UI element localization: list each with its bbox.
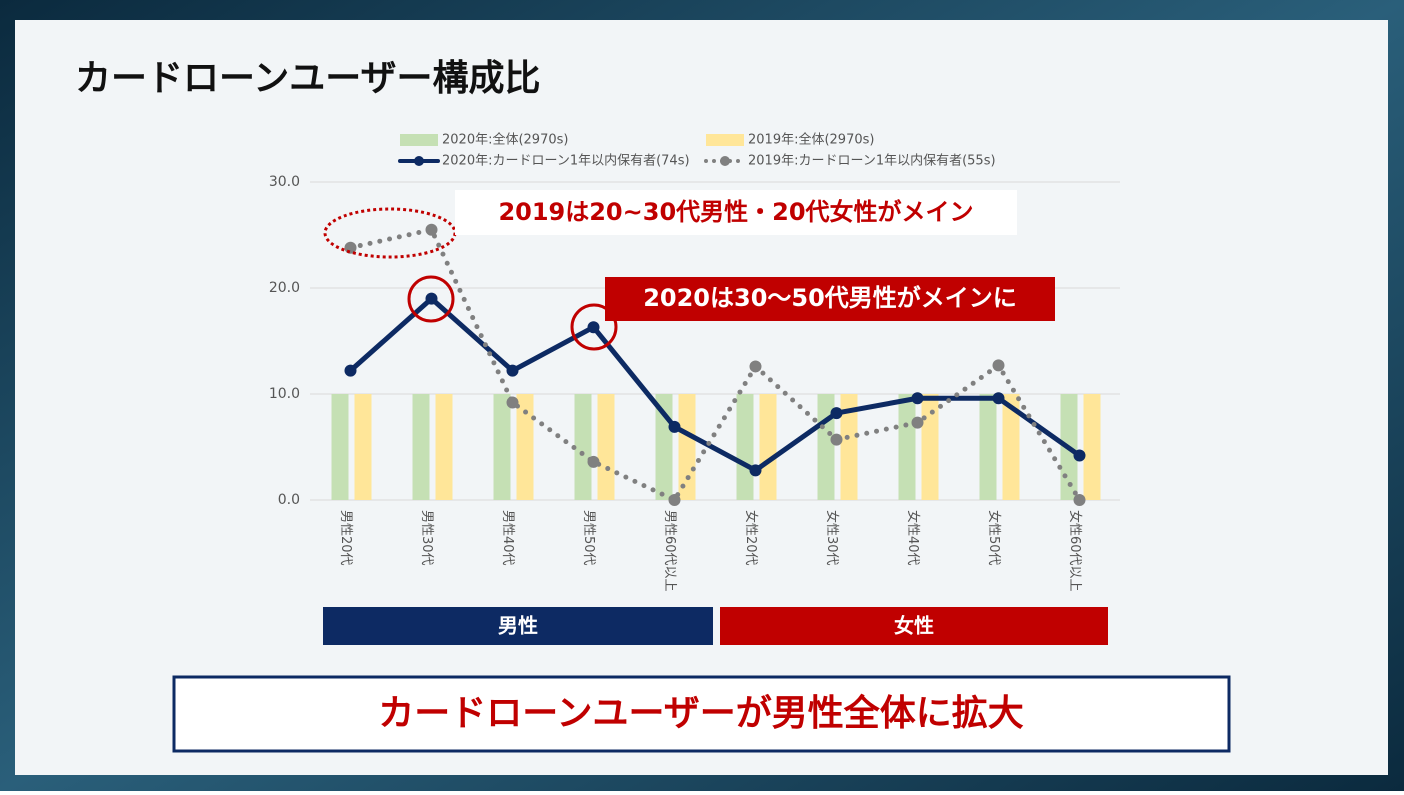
chart-title: カードローンユーザー構成比: [75, 58, 540, 99]
x-tick-label: 女性40代: [905, 510, 921, 566]
bar: [840, 394, 858, 500]
point: [668, 494, 681, 506]
highlight-circle: [407, 275, 455, 323]
x-tick-label: 女性60代以上: [1067, 510, 1083, 592]
annotation: 2020は30～50代男性がメインに: [643, 284, 1017, 312]
point: [992, 392, 1005, 405]
y-tick-label: 30.0: [269, 174, 300, 190]
point: [1073, 449, 1086, 462]
bar: [736, 394, 754, 500]
legend-label: 2019年:カードローン1年以内保有者(55s): [748, 153, 996, 169]
point: [344, 364, 357, 377]
y-tick-label: 0.0: [278, 492, 300, 508]
legend-label: 2019年:全体(2970s): [748, 132, 874, 148]
annotation-box: [455, 190, 1017, 235]
x-tick-label: 女性20代: [743, 510, 759, 566]
legend-label: 2020年:カードローン1年以内保有者(74s): [442, 153, 690, 169]
bar: [597, 394, 615, 500]
point: [668, 420, 681, 433]
bar: [354, 394, 372, 500]
bar: [435, 394, 453, 500]
bar: [898, 394, 916, 500]
plot: 0.0 10.0 20.0 30.0 男性20代 男性30代 男性40代 男性50代 男性60代…: [269, 132, 1120, 592]
annotation-box: [605, 277, 1055, 321]
legend-label: 2020年:全体(2970s): [442, 132, 568, 148]
group-bar: [323, 607, 713, 645]
highlight-circle: [570, 303, 618, 351]
group-bar: [720, 607, 1108, 645]
point: [425, 223, 438, 236]
point: [830, 407, 843, 420]
x-tick-label: 男性20代: [338, 510, 353, 566]
point: [587, 321, 600, 334]
point: [830, 433, 843, 446]
bar: [493, 394, 511, 500]
point: [506, 364, 519, 377]
headline: カードローンユーザーが男性全体に拡大: [378, 692, 1023, 734]
y-tick-label: 20.0: [269, 280, 300, 296]
bar: [921, 394, 939, 500]
x-tick-label: 男性50代: [581, 510, 596, 566]
x-tick-label: 女性30代: [824, 510, 840, 566]
bar: [759, 394, 777, 500]
point: [587, 455, 600, 468]
legend-swatch: [400, 134, 438, 146]
point: [425, 292, 438, 305]
point: [506, 396, 519, 409]
bar: [574, 394, 592, 500]
point: [911, 416, 924, 429]
point: [749, 360, 762, 373]
group-label: 女性: [894, 614, 934, 638]
group-label: 男性: [498, 614, 538, 638]
legend-swatch: [414, 156, 424, 166]
legend-swatch: [706, 134, 744, 146]
panel: [15, 20, 1388, 775]
x-tick-label: 男性30代: [419, 510, 434, 566]
y-tick-label: 10.0: [269, 386, 300, 402]
x-tick-label: 女性50代: [986, 510, 1002, 566]
bar: [331, 394, 349, 500]
annotation: 2019は20~30代男性・20代女性がメイン: [498, 198, 973, 226]
bar: [412, 394, 430, 500]
point: [1073, 494, 1086, 506]
x-tick-label: 男性40代: [500, 510, 515, 566]
point: [911, 392, 924, 405]
point: [992, 359, 1005, 372]
bar: [1002, 394, 1020, 500]
line: [348, 296, 1082, 473]
bar: [979, 394, 997, 500]
point: [749, 464, 762, 477]
bar: [678, 394, 696, 500]
line: [348, 227, 1082, 503]
x-tick-label: 男性60代以上: [662, 510, 677, 592]
headline-box: [172, 675, 1231, 753]
bar: [516, 394, 534, 500]
bar: [1083, 394, 1101, 500]
legend-swatch: [720, 156, 730, 166]
